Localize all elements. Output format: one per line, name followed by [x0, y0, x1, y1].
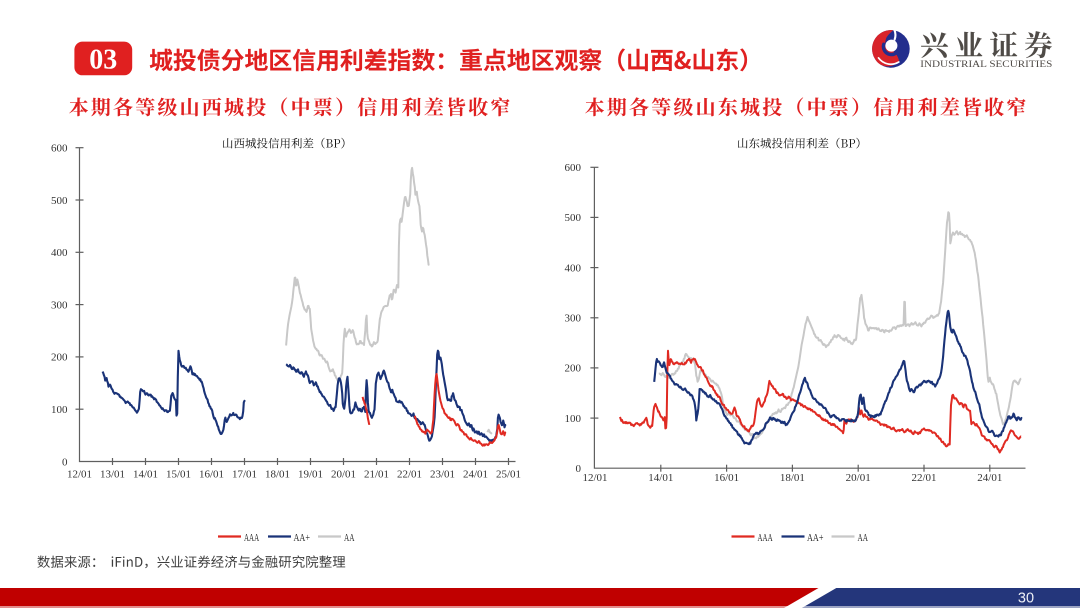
svg-text:03: 03 [89, 45, 117, 76]
svg-text:400: 400 [565, 262, 582, 274]
svg-text:0: 0 [576, 463, 582, 475]
svg-text:200: 200 [51, 352, 68, 364]
svg-text:0: 0 [62, 456, 68, 468]
svg-text:19/01: 19/01 [298, 469, 323, 481]
svg-text:600: 600 [565, 162, 582, 174]
svg-text:13/01: 13/01 [100, 469, 125, 481]
svg-text:400: 400 [51, 247, 68, 259]
svg-text:16/01: 16/01 [714, 472, 739, 484]
svg-text:12/01: 12/01 [582, 472, 607, 484]
svg-text:AAA: AAA [244, 533, 259, 544]
svg-text:21/01: 21/01 [364, 469, 389, 481]
svg-text:18/01: 18/01 [265, 469, 290, 481]
svg-text:14/01: 14/01 [133, 469, 158, 481]
svg-text:24/01: 24/01 [977, 472, 1002, 484]
svg-text:24/01: 24/01 [463, 469, 488, 481]
svg-text:300: 300 [565, 313, 582, 325]
svg-text:500: 500 [565, 212, 582, 224]
svg-text:16/01: 16/01 [199, 469, 224, 481]
svg-text:AA: AA [858, 533, 869, 544]
svg-text:14/01: 14/01 [648, 472, 673, 484]
svg-text:300: 300 [51, 299, 68, 311]
svg-text:15/01: 15/01 [166, 469, 191, 481]
svg-text:18/01: 18/01 [780, 472, 805, 484]
svg-text:500: 500 [51, 195, 68, 207]
svg-text:200: 200 [565, 363, 582, 375]
svg-text:100: 100 [51, 404, 68, 416]
svg-text:AA: AA [344, 533, 355, 544]
svg-text:AA+: AA+ [294, 533, 311, 544]
svg-text:17/01: 17/01 [232, 469, 257, 481]
svg-text:AAA: AAA [758, 533, 773, 544]
svg-text:12/01: 12/01 [67, 469, 92, 481]
svg-text:100: 100 [565, 413, 582, 425]
svg-text:20/01: 20/01 [846, 472, 871, 484]
svg-text:25/01: 25/01 [496, 469, 521, 481]
svg-text:AA+: AA+ [807, 533, 824, 544]
svg-text:20/01: 20/01 [331, 469, 356, 481]
svg-text:22/01: 22/01 [911, 472, 936, 484]
svg-text:23/01: 23/01 [430, 469, 455, 481]
svg-text:INDUSTRIAL SECURITIES: INDUSTRIAL SECURITIES [920, 60, 1052, 70]
svg-text:22/01: 22/01 [397, 469, 422, 481]
svg-text:600: 600 [51, 143, 68, 155]
svg-text:30: 30 [1018, 591, 1034, 607]
